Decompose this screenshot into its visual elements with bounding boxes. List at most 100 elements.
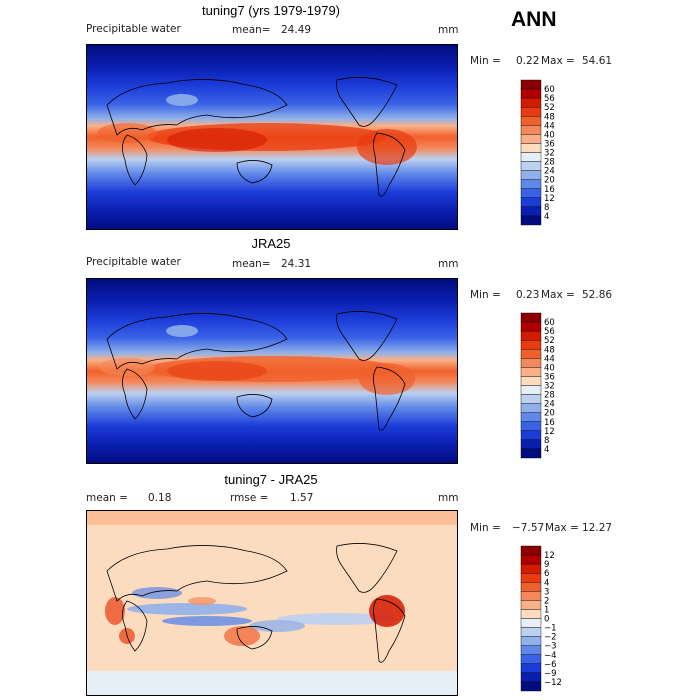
panel-2-min-label: Min = <box>470 289 501 301</box>
colorbar-swatch <box>520 125 542 135</box>
panel-2-units: mm <box>438 258 459 270</box>
colorbar-swatch <box>520 376 542 386</box>
colorbar-tick-label: 9 <box>544 560 549 570</box>
colorbar-swatch <box>520 197 542 208</box>
colorbar-swatch <box>520 582 542 592</box>
colorbar-tick-label: 12 <box>544 427 555 437</box>
colorbar-swatch <box>520 572 542 583</box>
colorbar-tick-label: 12 <box>544 194 555 204</box>
colorbar-tick-label: 2 <box>544 596 549 606</box>
colorbar-tick-label: 24 <box>544 400 555 410</box>
colorbar-swatch <box>520 421 542 432</box>
colorbar-swatch <box>520 170 542 180</box>
panel-3-max-label: Max = <box>545 522 579 534</box>
panel-3-rmse-label: rmse = <box>230 492 269 504</box>
panel-2-max-value: 52.86 <box>582 289 613 301</box>
colorbar-swatch <box>520 554 542 565</box>
colorbar-swatch <box>520 179 542 189</box>
colorbar-tick-label: 36 <box>544 372 555 382</box>
colorbar-swatch <box>520 116 542 126</box>
colorbar-swatch <box>520 330 542 341</box>
colorbar-swatch <box>520 627 542 637</box>
panel-3-mean-value: 0.18 <box>148 492 172 504</box>
colorbar-tick-label: −12 <box>544 678 562 688</box>
colorbar-swatch <box>520 143 542 153</box>
colorbar-swatch <box>520 412 542 422</box>
colorbar-swatch <box>520 152 542 162</box>
colorbar-tick-label: 0 <box>544 615 549 625</box>
panel-2-colorbar: 60 56 52 48 44 40 36 32 28 24 20 16 12 8 4 <box>520 312 555 459</box>
colorbar-swatch <box>520 645 542 655</box>
season-label: ANN <box>511 8 557 31</box>
colorbar-tick-label: 8 <box>544 203 549 213</box>
colorbar-swatch <box>520 312 542 323</box>
colorbar-swatch <box>520 339 542 350</box>
panel-3-title: tuning7 - JRA25 <box>224 472 318 487</box>
colorbar-tick-label: 16 <box>544 185 555 195</box>
colorbar-tick-label: 52 <box>544 336 555 346</box>
colorbar-swatch <box>520 394 542 404</box>
colorbar-tick-label: 32 <box>544 149 555 159</box>
colorbar-tick-label: 20 <box>544 176 555 186</box>
colorbar-swatch <box>520 215 542 226</box>
panel-3-min-label: Min = <box>470 522 501 534</box>
colorbar-swatch <box>520 97 542 108</box>
colorbar-swatch <box>520 430 542 441</box>
colorbar-tick-label: −6 <box>544 660 557 670</box>
colorbar-swatch <box>520 206 542 217</box>
colorbar-swatch <box>520 88 542 99</box>
colorbar-swatch <box>520 161 542 171</box>
colorbar-tick-label: 28 <box>544 391 555 401</box>
panel-1-max-value: 54.61 <box>582 55 613 67</box>
colorbar-tick-label: 40 <box>544 130 555 140</box>
panel-3-units: mm <box>438 492 459 504</box>
colorbar-tick-label: 6 <box>544 569 549 579</box>
colorbar-tick-label: 20 <box>544 409 555 419</box>
colorbar-tick-label: 4 <box>544 578 549 588</box>
colorbar-tick-label: −1 <box>544 624 557 634</box>
colorbar-tick-label: 48 <box>544 112 555 122</box>
colorbar-swatch <box>520 358 542 368</box>
colorbar-swatch <box>520 79 542 90</box>
panel-3-rmse-value: 1.57 <box>290 492 314 504</box>
colorbar-swatch <box>520 188 542 199</box>
colorbar-tick-label: −2 <box>544 633 557 643</box>
colorbar-tick-label: 16 <box>544 418 555 428</box>
colorbar-swatch <box>520 545 542 556</box>
colorbar-swatch <box>520 403 542 413</box>
colorbar-tick-label: 52 <box>544 103 555 113</box>
panel-1-variable: Precipitable water <box>86 23 181 35</box>
colorbar-tick-label: 3 <box>544 587 549 597</box>
panel-1-mean-label: mean= <box>232 24 271 36</box>
panel-2-min-value: 0.23 <box>516 289 540 301</box>
panel-1-min-label: Min = <box>470 55 501 67</box>
panel-3-map <box>86 510 458 696</box>
panel-3-max-value: 12.27 <box>582 522 613 534</box>
colorbar-tick-label: 12 <box>544 551 555 561</box>
panel-2-map <box>86 278 458 464</box>
panel-1-units: mm <box>438 24 459 36</box>
panel-1-max-label: Max = <box>541 55 575 67</box>
colorbar-tick-label: 32 <box>544 382 555 392</box>
panel-3-min-value: −7.57 <box>512 522 545 534</box>
panel-1-colorbar: 60 56 52 48 44 40 36 32 28 24 20 16 12 8 4 <box>520 79 555 226</box>
colorbar-swatch <box>520 349 542 359</box>
colorbar-swatch <box>520 106 542 117</box>
panel-3-field-svg <box>87 511 457 695</box>
colorbar-swatch <box>520 448 542 459</box>
colorbar-tick-label: 8 <box>544 436 549 446</box>
colorbar-swatch <box>520 439 542 450</box>
panel-2-field-svg <box>87 279 457 463</box>
colorbar-swatch <box>520 681 542 692</box>
panel-1-min-value: 0.22 <box>516 55 540 67</box>
colorbar-tick-label: 44 <box>544 121 555 131</box>
colorbar-tick-label: 24 <box>544 167 555 177</box>
colorbar-swatch <box>520 591 542 601</box>
colorbar-tick-label: 60 <box>544 85 555 95</box>
panel-1-title: tuning7 (yrs 1979-1979) <box>201 3 341 18</box>
colorbar-swatch <box>520 367 542 377</box>
colorbar-tick-label: 60 <box>544 318 555 328</box>
colorbar-tick-label: 1 <box>544 605 549 615</box>
